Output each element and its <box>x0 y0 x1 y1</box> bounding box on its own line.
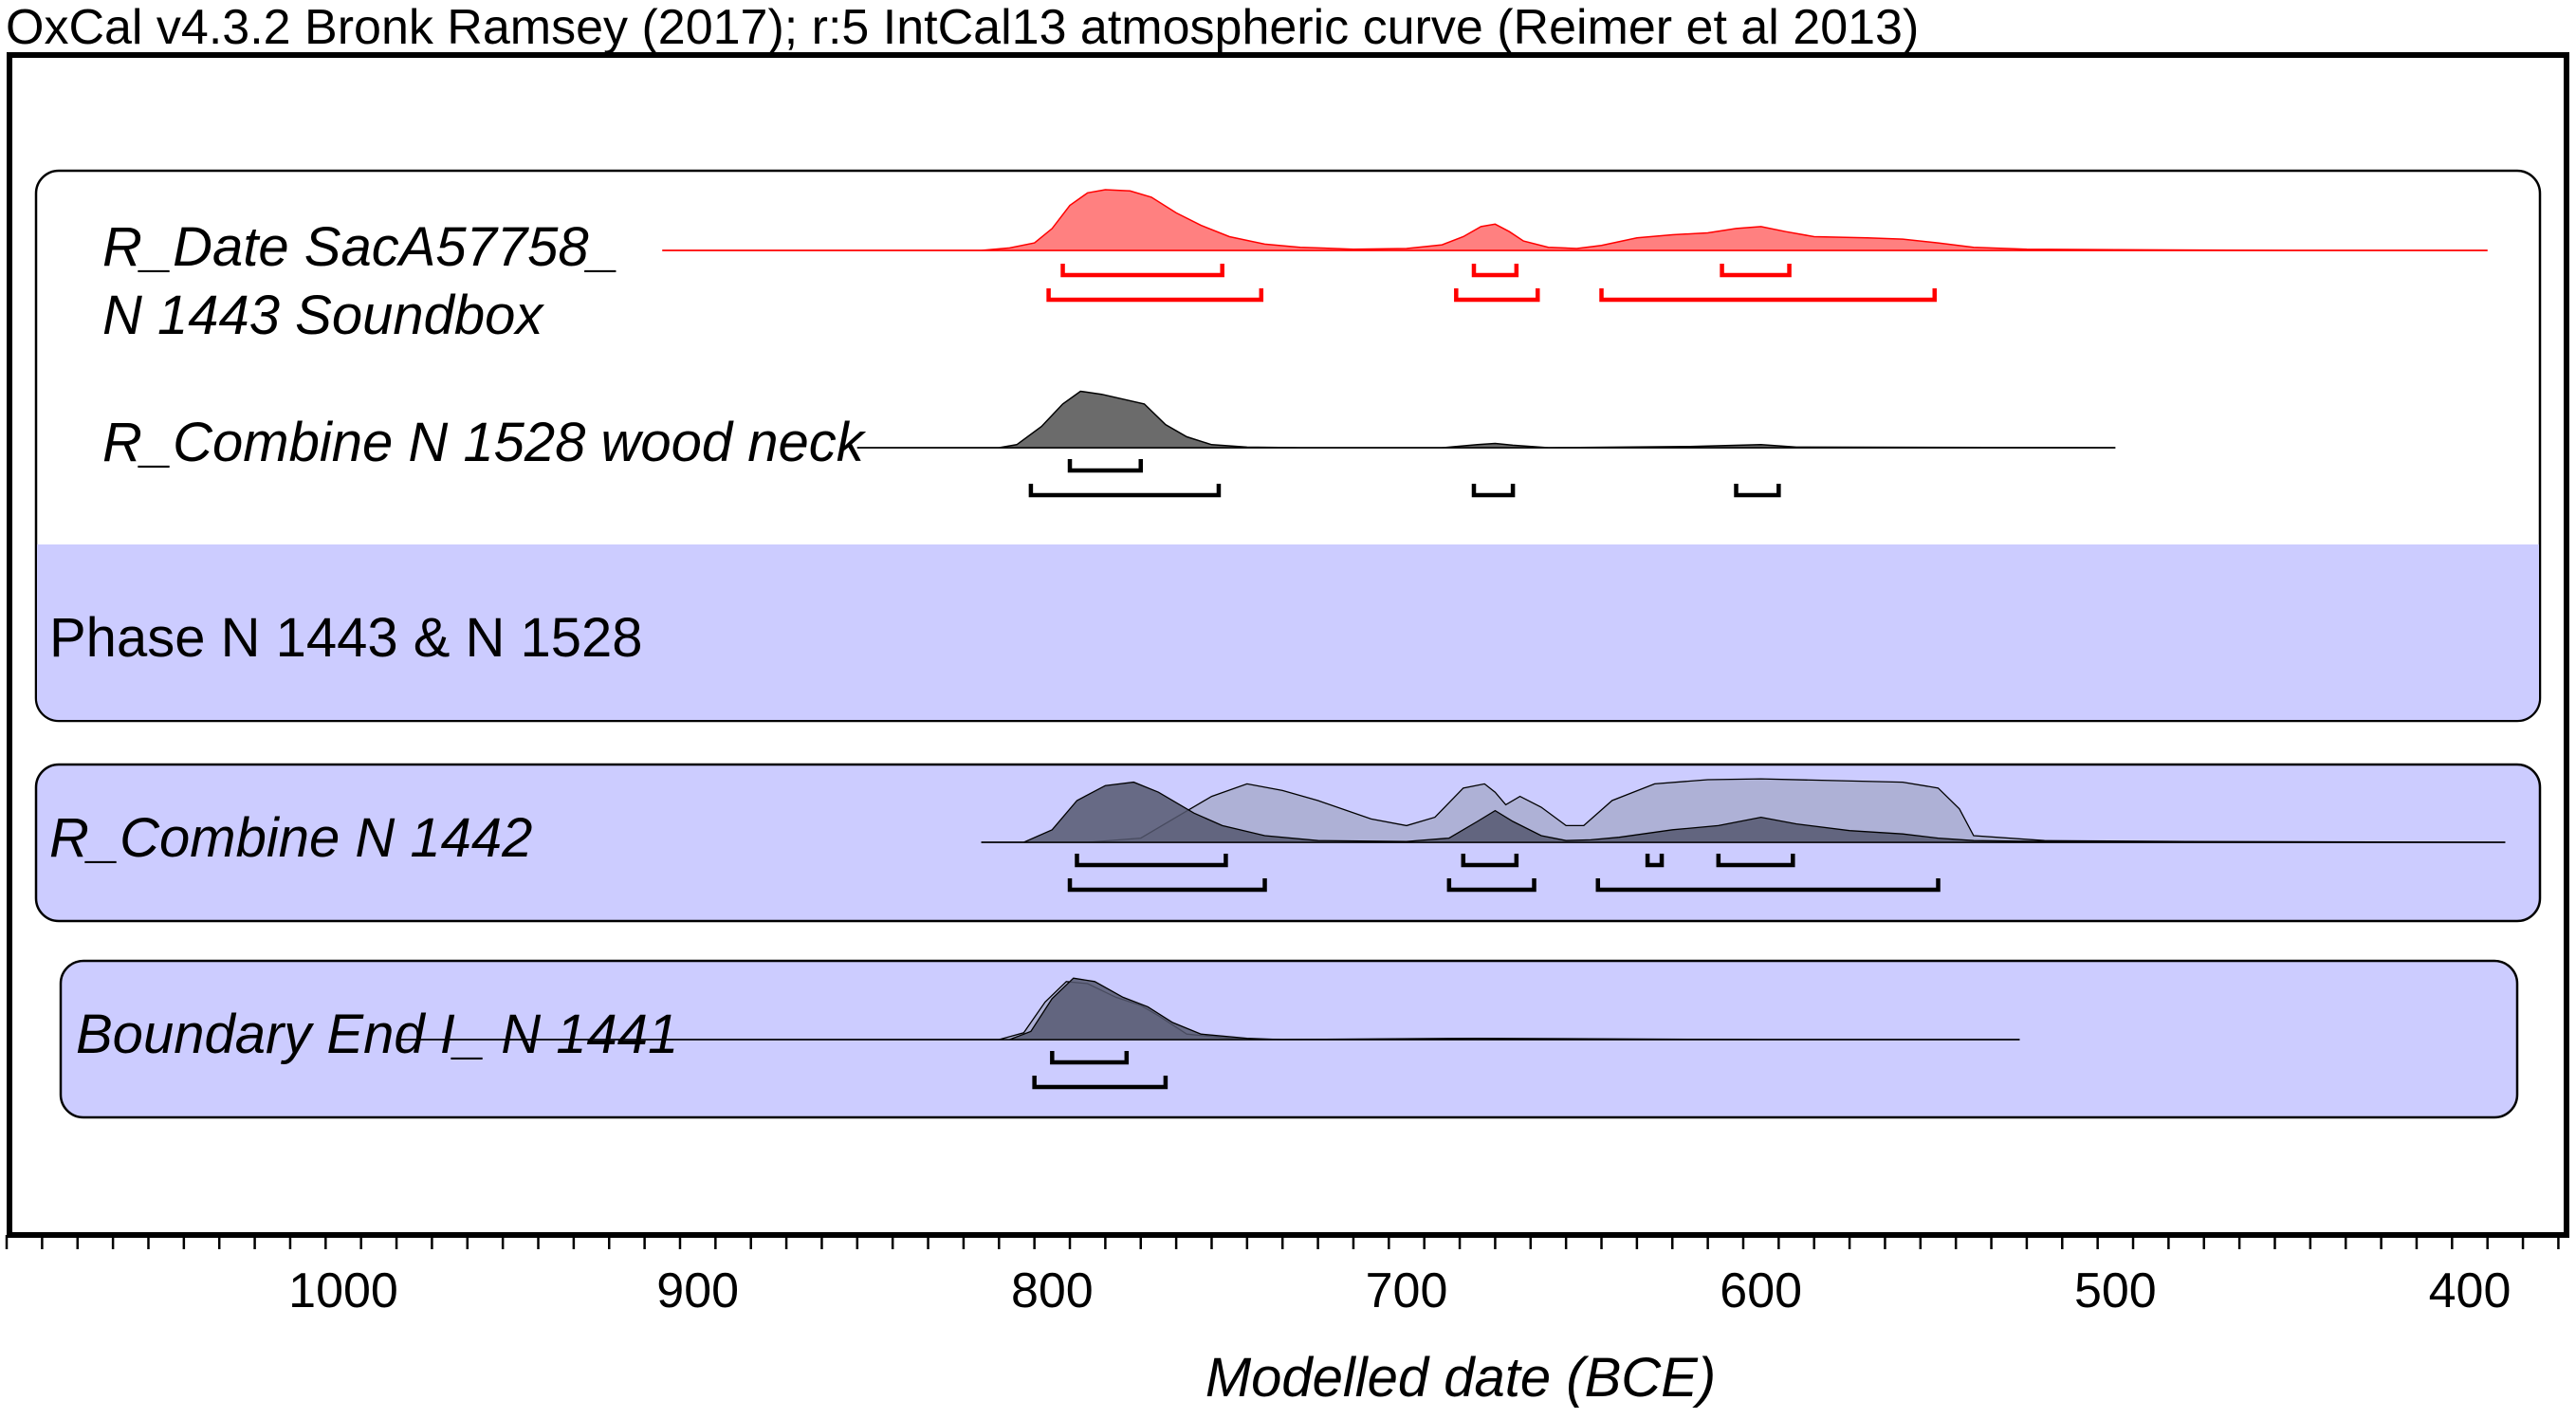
boundary-end-distribution <box>396 977 2020 1041</box>
r-date-distribution <box>662 189 2488 251</box>
wood-neck-range-2sigma-2 <box>1734 484 1781 498</box>
boundary-end-posterior-density <box>396 977 2020 1041</box>
r-date-range-1sigma-1 <box>1471 264 1519 278</box>
phase-panel: Phase N 1443 & N 1528 R_Date SacA57758_ … <box>34 169 2542 723</box>
x-axis-title: Modelled date (BCE) <box>1205 1347 1716 1409</box>
x-axis: 1000 900 800 700 600 500 400 Modelled date (BC… <box>5 1235 2560 1409</box>
boundary-end-range-2sigma-0 <box>1032 1076 1168 1090</box>
boundary-end-range-1sigma-0 <box>1050 1051 1130 1065</box>
wood-neck-density <box>856 390 2116 449</box>
r-date-range-1sigma-0 <box>1060 264 1224 278</box>
combine-n1442-ranges <box>1067 854 1941 893</box>
r-date-label-line1: R_Date SacA57758_ <box>102 216 619 278</box>
combine-n1442-range-1sigma-1 <box>1461 854 1519 868</box>
r-date-range-1sigma-2 <box>1720 264 1792 278</box>
combine-n1442-range-1sigma-2 <box>1645 854 1665 868</box>
boundary-end-panel: Boundary End I_ N 1441 <box>59 959 2519 1119</box>
r-date-density <box>662 189 2488 251</box>
r-date-range-2sigma-1 <box>1454 288 1540 303</box>
r-date-range-2sigma-0 <box>1046 288 1264 303</box>
r-combine-n1528-wood-neck: R_Combine N 1528 wood neck <box>102 390 2116 498</box>
tick-label-500: 500 <box>2074 1263 2157 1318</box>
r-date-ranges <box>1046 264 1938 303</box>
r-date-sac-a57758: R_Date SacA57758_ N 1443 Soundbox <box>102 189 2488 346</box>
tick-label-900: 900 <box>656 1263 739 1318</box>
axis-ticks <box>5 1235 2560 1249</box>
tick-label-1000: 1000 <box>288 1263 398 1318</box>
tick-label-800: 800 <box>1011 1263 1094 1318</box>
combine-n1442-range-1sigma-0 <box>1075 854 1228 868</box>
r-date-label-line2: N 1443 Soundbox <box>102 285 544 346</box>
combine-n1442-panel: R_Combine N 1442 <box>34 763 2542 923</box>
phase-band <box>37 544 2539 720</box>
combine-n1442-distribution <box>981 778 2506 843</box>
wood-neck-range-1sigma-0 <box>1067 459 1143 473</box>
combine-n1442-range-1sigma-3 <box>1716 854 1795 868</box>
combine-n1442-range-2sigma-0 <box>1067 878 1267 893</box>
tick-label-700: 700 <box>1366 1263 1448 1318</box>
boundary-end-ranges <box>1032 1051 1168 1090</box>
r-date-range-2sigma-2 <box>1599 288 1938 303</box>
chart-header: OxCal v4.3.2 Bronk Ramsey (2017); r:5 In… <box>6 0 1919 55</box>
wood-neck-label: R_Combine N 1528 wood neck <box>102 412 867 473</box>
wood-neck-distribution <box>856 390 2116 449</box>
wood-neck-range-2sigma-1 <box>1471 484 1516 498</box>
wood-neck-range-2sigma-0 <box>1028 484 1222 498</box>
phase-label: Phase N 1443 & N 1528 <box>49 607 643 669</box>
wood-neck-ranges <box>1028 459 1781 498</box>
tick-label-600: 600 <box>1720 1263 1802 1318</box>
combine-n1442-range-2sigma-1 <box>1446 878 1536 893</box>
combine-n1442-label: R_Combine N 1442 <box>49 807 532 869</box>
combine-n1442-posterior-density <box>981 781 2506 843</box>
tick-label-400: 400 <box>2429 1263 2512 1318</box>
combine-n1442-prior-density <box>981 778 2506 843</box>
boundary-end-label: Boundary End I_ N 1441 <box>76 1004 678 1065</box>
axis-tick-labels: 1000 900 800 700 600 500 400 <box>288 1263 2511 1318</box>
combine-n1442-range-2sigma-2 <box>1595 878 1941 893</box>
